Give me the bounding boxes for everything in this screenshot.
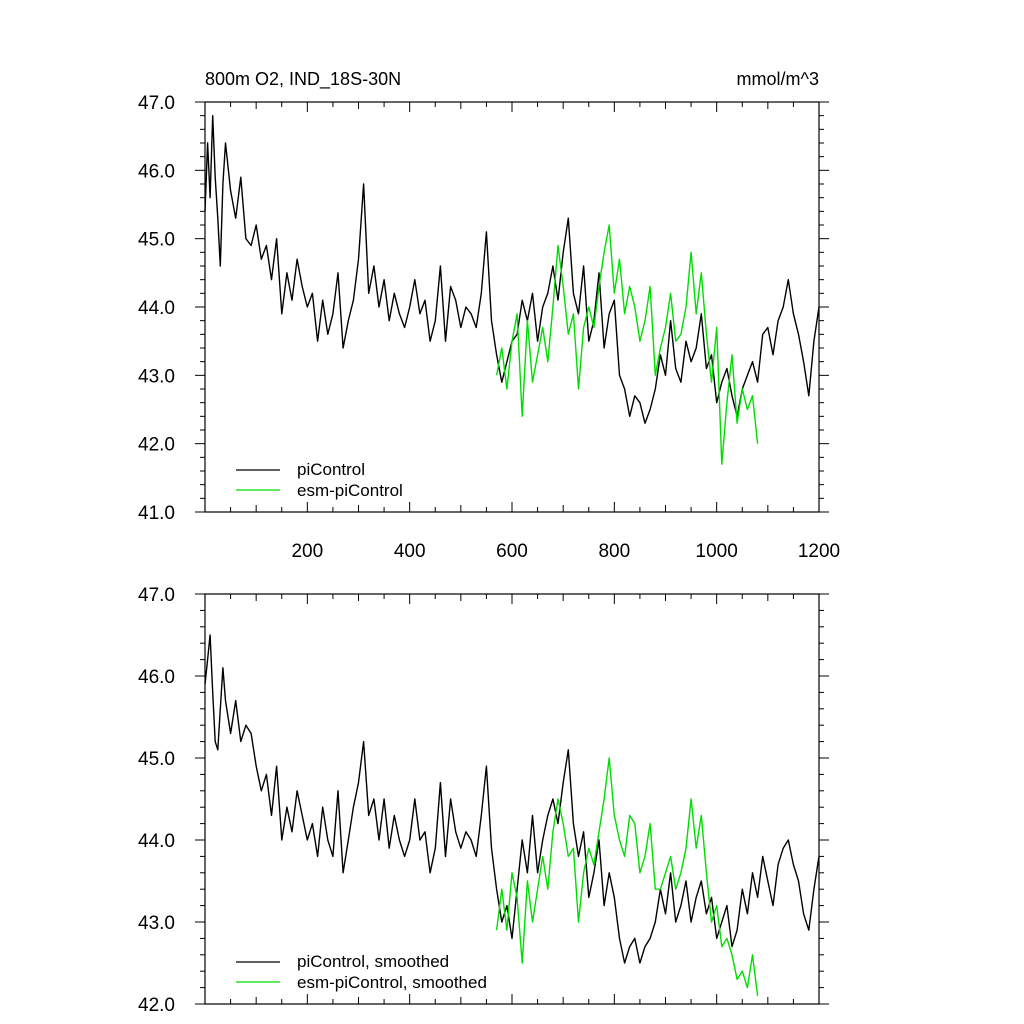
top-series-esm-picontrol-line	[495, 224, 759, 465]
y-tick-label: 47.0	[138, 585, 175, 606]
x-tick-label: 600	[496, 541, 528, 562]
x-tick-label: 1000	[696, 541, 738, 562]
legend-label-picontrol: piControl	[297, 460, 365, 479]
legend-label-picontrol-smoothed: piControl, smoothed	[297, 952, 449, 971]
y-tick-label: 44.0	[138, 298, 175, 319]
top-chart-units: mmol/m^3	[737, 69, 819, 89]
y-tick-label: 43.0	[138, 366, 175, 387]
x-tick-label: 400	[394, 541, 426, 562]
y-tick-label: 46.0	[138, 161, 175, 182]
top-plot-frame	[204, 101, 820, 513]
top-legend: piControl esm-piControl	[236, 460, 403, 500]
y-tick-label: 43.0	[138, 913, 175, 934]
y-tick-label: 42.0	[138, 995, 175, 1016]
x-tick-label: 1200	[798, 541, 840, 562]
y-tick-label: 46.0	[138, 667, 175, 688]
y-tick-label: 45.0	[138, 749, 175, 770]
y-tick-label: 41.0	[138, 503, 175, 524]
y-tick-label: 44.0	[138, 831, 175, 852]
top-series-picontrol-line	[204, 114, 820, 424]
top-chart-title: 800m O2, IND_18S-30N	[205, 69, 401, 90]
bottom-panel: 42.0 43.0 44.0 45.0 46.0 47.0 piControl, smoo…	[138, 585, 829, 1016]
top-panel: 800m O2, IND_18S-30N mmol/m^3 200 400 600 8…	[138, 69, 840, 562]
y-tick-label: 45.0	[138, 230, 175, 251]
bottom-series-esm-picontrol-line	[495, 757, 759, 996]
x-tick-label: 800	[598, 541, 630, 562]
y-tick-label: 42.0	[138, 435, 175, 456]
bottom-legend: piControl, smoothed esm-piControl, smoot…	[236, 952, 487, 992]
legend-label-esm-picontrol-smoothed: esm-piControl, smoothed	[297, 973, 487, 992]
x-tick-label: 200	[291, 541, 323, 562]
bottom-plot-frame	[204, 593, 820, 1005]
y-tick-label: 47.0	[138, 93, 175, 114]
bottom-series-picontrol-line	[204, 634, 820, 964]
legend-label-esm-picontrol: esm-piControl	[297, 481, 403, 500]
